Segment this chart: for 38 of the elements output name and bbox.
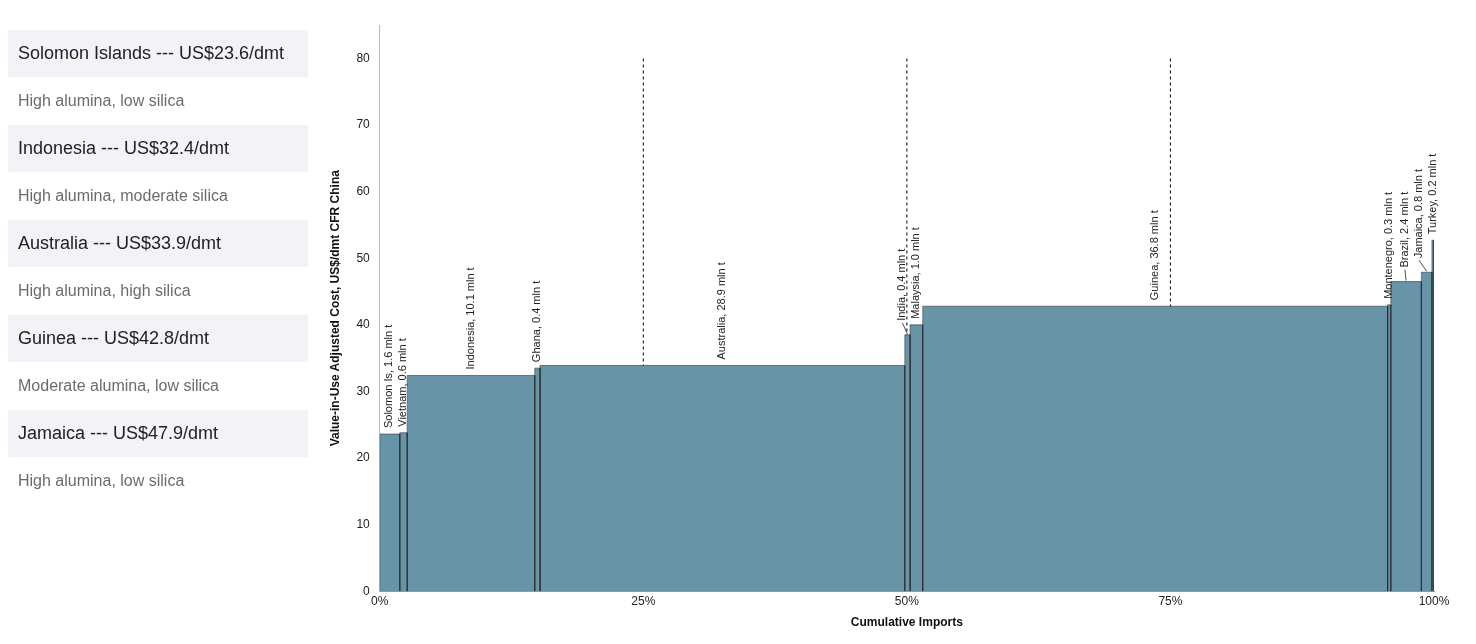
- annotation: Vietnam, 0.6 mln t: [396, 338, 409, 427]
- x-tick-label: 0%: [371, 593, 389, 608]
- annotation: Jamaica, 0.8 mln t: [1411, 168, 1424, 259]
- y-tick-label: 60: [356, 183, 371, 198]
- y-tick-label: 70: [356, 117, 371, 132]
- annotation: Australia, 28.9 mln t: [715, 262, 728, 360]
- y-tick-label: 30: [356, 383, 371, 398]
- y-tick-label: 10: [356, 516, 371, 531]
- x-axis-title: Cumulative Imports: [850, 615, 964, 630]
- y-axis-title: Value-in-Use Adjusted Cost, US$/dmt CFR China: [327, 169, 342, 447]
- annotation: Montenegro, 0.3 mln t: [1382, 191, 1395, 299]
- annotation: Ghana, 0.4 mln t: [530, 280, 543, 363]
- annotation: Malaysia, 1.0 mln t: [909, 227, 922, 319]
- y-tick-label: 0: [363, 583, 371, 598]
- text: Solomon Islands --- US$23.6/dmt: [8, 30, 308, 77]
- x-tick-label: 100%: [1418, 593, 1450, 608]
- annotation: Brazil, 2.4 mln t: [1397, 191, 1410, 268]
- text: High alumina, high silica: [17, 281, 192, 301]
- y-tick-label: 20: [356, 450, 371, 465]
- annotation: India, 0.4 mln t: [895, 248, 908, 321]
- text: Australia --- US$33.9/dmt: [8, 220, 308, 267]
- annotation: Guinea, 36.8 mln t: [1148, 210, 1161, 301]
- annotation: Turkey, 0.2 mln t: [1425, 153, 1438, 235]
- text: Jamaica --- US$47.9/dmt: [8, 410, 308, 457]
- text: Guinea --- US$42.8/dmt: [8, 315, 308, 362]
- annotation: Solomon Is, 1.6 mln t: [382, 324, 395, 429]
- y-tick-label: 50: [356, 250, 371, 265]
- x-tick-label: 50%: [894, 593, 920, 608]
- text: Indonesia --- US$32.4/dmt: [8, 125, 308, 172]
- x-tick-label: 75%: [1158, 593, 1183, 608]
- y-tick-label: 40: [356, 317, 371, 332]
- x-tick-label: 25%: [631, 593, 656, 608]
- text: High alumina, moderate silica: [17, 186, 229, 206]
- annotation: Indonesia, 10.1 mln t: [463, 267, 476, 370]
- text: Moderate alumina, low silica: [17, 376, 220, 396]
- text: High alumina, low silica: [17, 91, 186, 111]
- text: High alumina, low silica: [17, 471, 186, 491]
- y-tick-label: 80: [356, 50, 371, 65]
